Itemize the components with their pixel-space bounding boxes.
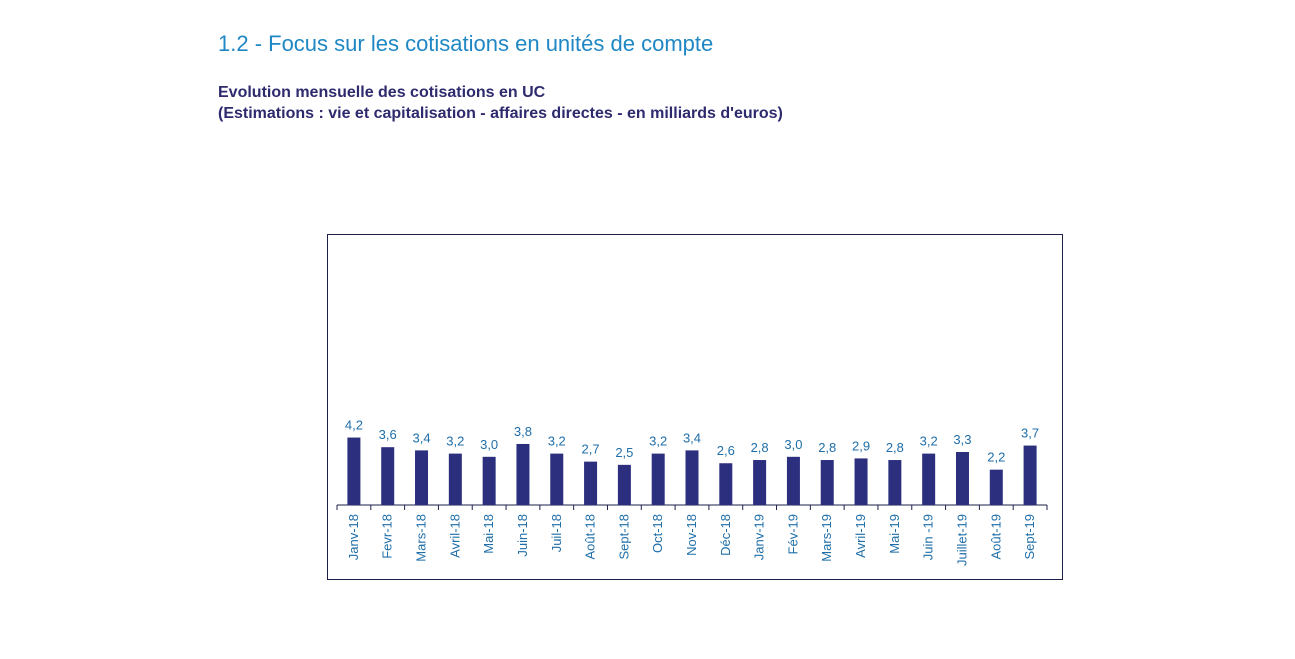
bar (922, 453, 936, 505)
data-label: 3,7 (1021, 426, 1039, 441)
bar (820, 460, 834, 505)
chart-frame (327, 234, 1063, 580)
chart-subtitle: (Estimations : vie et capitalisation - a… (218, 105, 783, 122)
x-tick-label: Août-19 (988, 514, 1003, 560)
x-tick-label: Déc-18 (718, 514, 733, 556)
data-label: 2,9 (852, 438, 870, 453)
data-label: 2,8 (886, 440, 904, 455)
x-tick-label: Mars-18 (414, 514, 429, 562)
x-tick-label: Juillet-19 (954, 514, 969, 566)
x-tick-label: Fevr-18 (380, 514, 395, 559)
bar (381, 447, 395, 505)
bar (448, 453, 462, 505)
data-label: 2,8 (818, 440, 836, 455)
bar (753, 460, 767, 505)
x-tick-label: Nov-18 (684, 514, 699, 556)
data-label: 3,2 (649, 434, 667, 449)
bar (685, 450, 699, 505)
x-tick-label: Juin-18 (515, 514, 530, 557)
chart-title: Evolution mensuelle des cotisations en U… (218, 84, 546, 101)
bar (854, 458, 868, 505)
data-label: 3,0 (480, 437, 498, 452)
bar (719, 463, 733, 505)
x-tick-label: Août-18 (583, 514, 598, 560)
data-label: 3,4 (412, 430, 430, 445)
x-tick-label: Janv-19 (752, 514, 767, 560)
x-tick-label: Oct-18 (650, 514, 665, 553)
bar (584, 461, 598, 505)
data-label: 3,8 (514, 424, 532, 439)
x-tick-label: Avril-18 (447, 514, 462, 558)
bar (617, 464, 631, 505)
x-tick-label: Juin -19 (921, 514, 936, 560)
x-tick-label: Sept-19 (1022, 514, 1037, 560)
x-tick-label: Janv-18 (346, 514, 361, 560)
bar (955, 452, 969, 505)
data-label: 2,6 (717, 443, 735, 458)
bar (482, 456, 496, 505)
x-tick-label: Mai-18 (481, 514, 496, 554)
data-label: 3,2 (548, 434, 566, 449)
data-label: 2,7 (582, 442, 600, 457)
data-label: 3,2 (446, 434, 464, 449)
bar (786, 456, 800, 505)
data-label: 2,8 (751, 440, 769, 455)
bar (888, 460, 902, 505)
x-tick-label: Fév-19 (785, 514, 800, 554)
x-tick-label: Sept-18 (616, 514, 631, 560)
data-label: 2,5 (615, 445, 633, 460)
x-tick-label: Juil-18 (549, 514, 564, 552)
x-tick-label: Mai-19 (887, 514, 902, 554)
data-label: 3,2 (920, 434, 938, 449)
data-label: 2,2 (987, 450, 1005, 465)
data-label: 3,6 (379, 427, 397, 442)
data-label: 3,0 (784, 437, 802, 452)
bar (1023, 445, 1037, 505)
data-label: 4,2 (345, 418, 363, 433)
bar (651, 453, 665, 505)
bar (415, 450, 429, 505)
data-label: 3,4 (683, 430, 701, 445)
x-tick-label: Avril-19 (853, 514, 868, 558)
x-tick-label: Mars-19 (819, 514, 834, 562)
bar (516, 443, 530, 505)
bar (550, 453, 564, 505)
bar (347, 437, 361, 505)
bar (989, 469, 1003, 505)
data-label: 3,3 (953, 432, 971, 447)
section-title: 1.2 - Focus sur les cotisations en unité… (218, 31, 714, 56)
